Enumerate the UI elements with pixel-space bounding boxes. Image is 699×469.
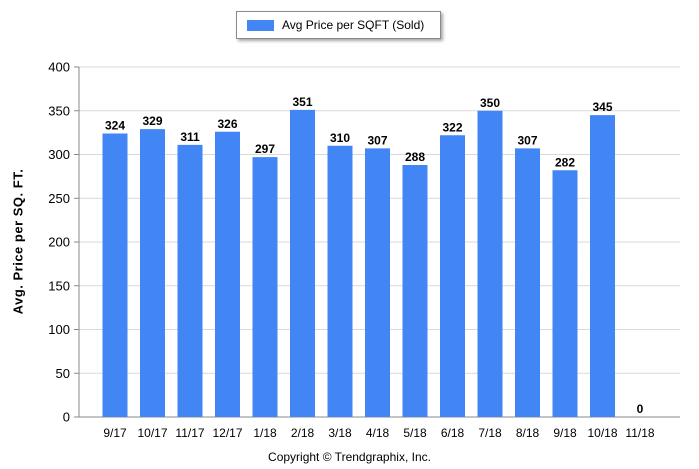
bar [252,157,278,417]
data-labels: 324 329 311 326 297 351 310 307 288 322 350 307 282 3… [105,95,644,416]
data-label: 345 [592,100,612,114]
legend-label: Avg Price per SQFT (Sold) [282,18,425,32]
x-tick-label: 4/18 [366,426,390,440]
x-tick-label: 10/17 [137,426,167,440]
bar [552,170,578,417]
y-tick-label: 150 [48,278,70,293]
x-tick-label: 11/17 [175,426,204,440]
data-label: 0 [637,402,644,416]
y-tick-labels: 0 50 100 150 200 250 300 350 400 [48,60,70,425]
y-tick-label: 50 [56,366,70,381]
data-label: 311 [180,130,200,144]
data-label: 288 [405,150,425,164]
y-tick-label: 0 [63,410,70,425]
y-tick-label: 200 [48,235,70,250]
data-label: 297 [255,142,275,156]
bar [440,135,465,417]
x-tick-labels: 9/17 10/17 11/17 12/17 1/18 2/18 3/18 4/18 5/18 6… [103,426,655,440]
x-tick-label: 11/18 [625,426,654,440]
bar [140,129,165,417]
x-tick-label: 1/18 [253,426,277,440]
copyright-text: Copyright © Trendgraphix, Inc. [268,450,431,464]
data-label: 350 [480,96,500,110]
legend: Avg Price per SQFT (Sold) [236,11,441,39]
x-tick-label: 12/17 [212,426,242,440]
bar [590,115,615,417]
bar [515,148,540,417]
data-label: 307 [517,133,537,147]
bar [327,145,353,417]
x-tick-label: 7/18 [478,426,502,440]
data-label: 351 [292,95,312,109]
data-label: 322 [442,120,462,134]
bar [215,131,240,417]
y-axis-label: Avg. Price per SQ. FT. [10,168,26,315]
y-tick-label: 100 [48,322,70,337]
bar [477,110,503,417]
x-tick-label: 5/18 [403,426,427,440]
bar [102,133,128,417]
bar [290,109,315,417]
y-tick-label: 250 [48,191,70,206]
x-tick-label: 6/18 [441,426,465,440]
bar [177,144,203,417]
x-tick-label: 2/18 [291,426,315,440]
x-tick-label: 8/18 [516,426,540,440]
y-tick-label: 400 [48,60,70,75]
bars [102,109,615,417]
x-tick-label: 3/18 [328,426,352,440]
y-tick-label: 300 [48,147,70,162]
data-label: 326 [217,117,237,131]
bar [402,165,428,417]
data-label: 282 [555,155,575,169]
x-tick-label: 9/17 [103,426,127,440]
legend-swatch [247,19,274,31]
data-label: 307 [367,133,387,147]
x-tick-label: 9/18 [553,426,577,440]
y-tick-label: 350 [48,103,70,118]
data-label: 324 [105,119,125,133]
data-label: 329 [142,114,162,128]
data-label: 310 [330,131,350,145]
x-tick-label: 10/18 [587,426,617,440]
bar [365,148,390,417]
